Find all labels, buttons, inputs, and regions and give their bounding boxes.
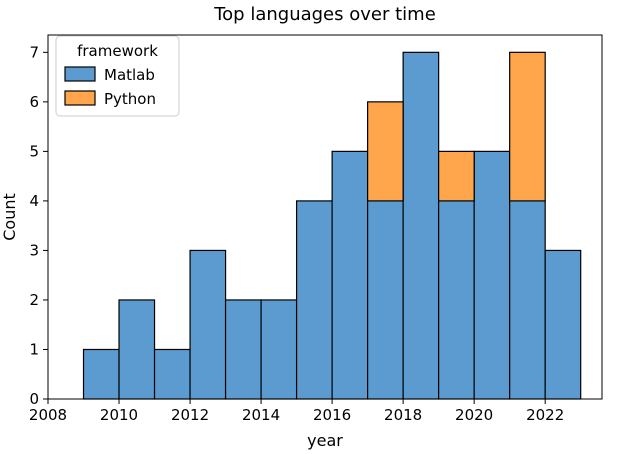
bar-matlab-2018 bbox=[402, 51, 440, 400]
y-tick-label: 6 bbox=[29, 93, 39, 111]
chart-title: Top languages over time bbox=[213, 4, 436, 25]
bar-matlab-2014 bbox=[260, 299, 298, 400]
x-tick-label: 2022 bbox=[526, 406, 564, 424]
y-tick-label: 2 bbox=[29, 291, 39, 309]
bar-python-2021 bbox=[509, 51, 546, 202]
legend-label-matlab: Matlab bbox=[104, 66, 155, 84]
legend-swatch-python bbox=[64, 90, 96, 106]
bar-python-2019 bbox=[438, 150, 475, 202]
y-tick-label: 7 bbox=[29, 43, 39, 61]
bar-matlab-2015 bbox=[295, 200, 333, 400]
x-tick-label: 2016 bbox=[313, 406, 351, 424]
x-tick-label: 2012 bbox=[171, 406, 209, 424]
bar-matlab-2020 bbox=[473, 150, 511, 400]
x-tick-label: 2020 bbox=[455, 406, 493, 424]
x-tick-label: 2008 bbox=[29, 406, 67, 424]
bar-matlab-2016 bbox=[331, 150, 369, 400]
bar-matlab-2022 bbox=[544, 249, 582, 400]
y-tick-label: 1 bbox=[29, 340, 39, 358]
bar-matlab-2011 bbox=[153, 348, 191, 400]
bar-matlab-2013 bbox=[224, 299, 262, 400]
plot-frame bbox=[47, 34, 603, 400]
y-tick-label: 5 bbox=[29, 142, 39, 160]
bars-layer bbox=[82, 51, 582, 400]
bar-matlab-2009 bbox=[82, 348, 120, 400]
legend-swatch-matlab bbox=[64, 66, 96, 82]
bar-matlab-2010 bbox=[118, 299, 156, 400]
legend: framework Matlab Python bbox=[55, 35, 180, 117]
bar-matlab-2021 bbox=[509, 200, 546, 400]
x-axis: 2008 2010 2012 2014 2016 2018 2020 2022 bbox=[29, 399, 564, 424]
x-tick-label: 2014 bbox=[242, 406, 280, 424]
x-tick-label: 2010 bbox=[100, 406, 138, 424]
y-axis-label: Count bbox=[0, 193, 19, 241]
x-axis-label: year bbox=[307, 431, 343, 450]
bar-matlab-2019 bbox=[438, 200, 475, 400]
y-tick-label: 4 bbox=[29, 192, 39, 210]
bar-matlab-2012 bbox=[189, 249, 227, 400]
legend-label-python: Python bbox=[104, 90, 156, 108]
bar-matlab-2017 bbox=[367, 200, 404, 400]
y-tick-label: 0 bbox=[29, 390, 39, 408]
x-tick-label: 2018 bbox=[384, 406, 422, 424]
bar-python-2017 bbox=[367, 101, 404, 202]
legend-title: framework bbox=[77, 42, 158, 60]
y-axis: 0 1 2 3 4 5 6 7 bbox=[29, 43, 48, 408]
y-tick-label: 3 bbox=[29, 241, 39, 259]
